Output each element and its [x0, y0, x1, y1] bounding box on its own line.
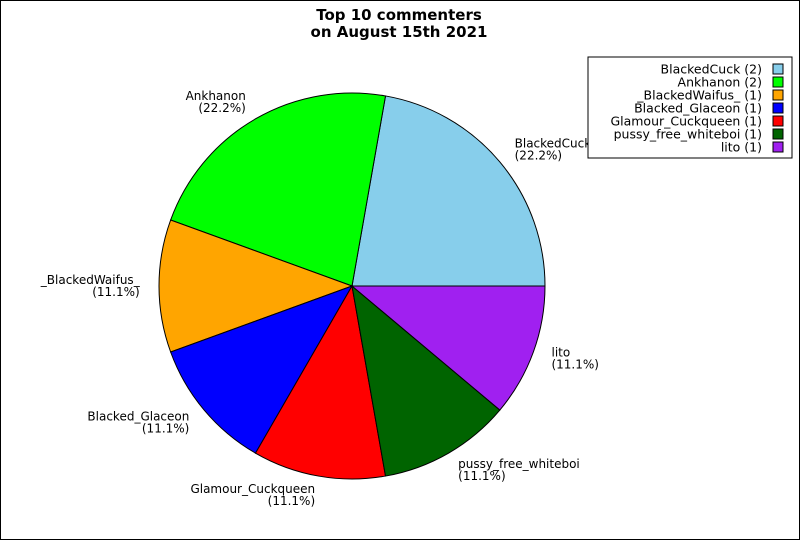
pie-slice-pussy-free-whiteboi — [351, 284, 501, 477]
legend-swatch-blackedcuck — [772, 63, 784, 75]
slice-label-lito: lito (11.1%) — [551, 346, 598, 372]
pie-slice-blackedcuck — [351, 95, 546, 287]
slice-label-blacked-glaceon: Blacked_Glaceon (11.1%) — [87, 409, 189, 435]
pie-slice-ankhanon — [169, 92, 387, 287]
legend-swatch-pussy-free-whiteboi — [772, 128, 784, 140]
legend-label-pussy-free-whiteboi: pussy_free_whiteboi (1) — [614, 127, 762, 142]
pie-slice-blacked-glaceon — [169, 285, 354, 454]
legend-box — [587, 56, 793, 159]
legend: BlackedCuck (2)Ankhanon (2)_BlackedWaifu… — [587, 56, 793, 159]
slice-label-blackedcuck: BlackedCuck (22.2%) — [515, 137, 592, 163]
legend-swatch-ankhanon — [772, 76, 784, 88]
legend-swatch-blackedwaifus — [772, 89, 784, 101]
slice-label-glamour-cuckqueen: Glamour_Cuckqueen (11.1%) — [190, 482, 315, 508]
legend-swatch-glamour-cuckqueen — [772, 115, 784, 127]
slice-label-ankhanon: Ankhanon (22.2%) — [186, 89, 246, 115]
pie-slice-blackedwaifus — [158, 219, 354, 353]
legend-swatch-lito — [772, 141, 784, 153]
legend-label-lito: lito (1) — [721, 140, 762, 155]
pie-slice-lito — [350, 285, 546, 411]
chart-title-line: Top 10 commenters — [316, 6, 482, 24]
legend-label-ankhanon: Ankhanon (2) — [678, 75, 762, 90]
slice-label-blackedwaifus: _BlackedWaifus_ (11.1%) — [40, 273, 141, 299]
pie-slice-glamour-cuckqueen — [254, 284, 387, 480]
slice-label-pussy-free-whiteboi: pussy_free_whiteboi (11.1%) — [458, 457, 580, 483]
legend-label-blacked-glaceon: Blacked_Glaceon (1) — [634, 101, 762, 116]
pie-slices — [158, 92, 546, 480]
slice-labels: BlackedCuck (22.2%) Ankhanon (22.2%) _Blacke… — [40, 89, 599, 508]
legend-label-blackedcuck: BlackedCuck (2) — [661, 62, 762, 77]
legend-swatch-blacked-glaceon — [772, 102, 784, 114]
legend-label-glamour-cuckqueen: Glamour_Cuckqueen (1) — [610, 114, 762, 129]
chart-title-line: on August 15th 2021 — [311, 23, 488, 41]
legend-label-blackedwaifus: _BlackedWaifus_ (1) — [636, 88, 762, 103]
